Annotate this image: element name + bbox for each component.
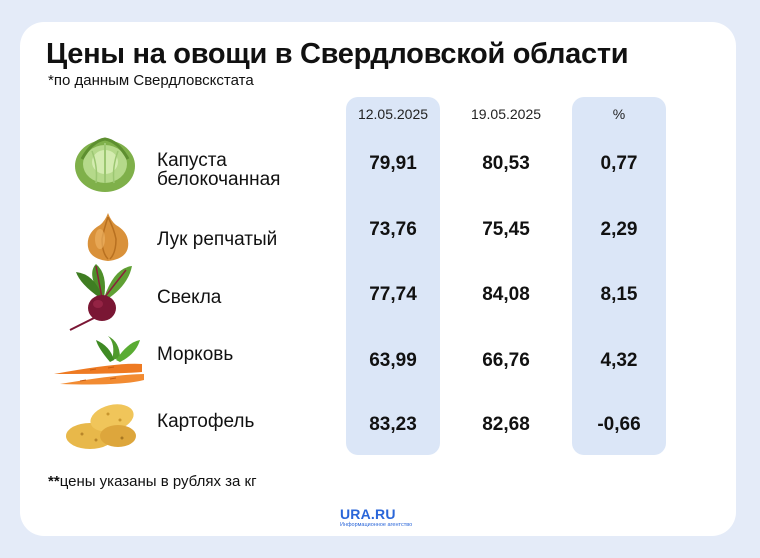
source-note: *по данным Свердловскстата — [48, 72, 254, 89]
onion-icon — [87, 213, 129, 261]
price-date-1: 83,23 — [369, 414, 417, 435]
price-date-2: 80,53 — [482, 153, 530, 174]
column-header-date-2: 19.05.2025 — [470, 106, 542, 122]
table-row: Картофель 83,23 82,68 -0,66 — [0, 398, 760, 458]
vegetable-name: Свекла — [157, 287, 222, 308]
cabbage-icon — [75, 137, 135, 192]
price-date-1: 79,91 — [369, 153, 417, 174]
price-date-1: 73,76 — [369, 219, 417, 240]
page-title: Цены на овощи в Свердловской области — [46, 38, 629, 70]
price-date-1: 77,74 — [369, 284, 417, 305]
vegetable-name: Капуста белокочанная — [157, 150, 281, 190]
footnote-text: цены указаны в рублях за кг — [59, 473, 257, 490]
highlight-column-percent — [572, 97, 666, 455]
beet-icon — [69, 264, 132, 331]
logo-tagline: Информационное агентство — [340, 522, 413, 528]
logo-wordmark: URA.RU — [340, 506, 396, 522]
price-change-percent: -0,66 — [597, 414, 641, 435]
price-date-1: 63,99 — [369, 350, 417, 371]
price-change-percent: 2,29 — [600, 219, 638, 240]
table-row: Морковь 63,99 66,76 4,32 — [0, 334, 760, 394]
footnote-marker: ** — [48, 473, 60, 490]
price-change-percent: 4,32 — [600, 350, 638, 371]
units-footnote: **цены указаны в рублях за кг — [48, 473, 257, 490]
table-row: Лук репчатый 73,76 75,45 2,29 — [0, 205, 760, 265]
column-header-date-1: 12.05.2025 — [357, 106, 429, 122]
carrot-icon — [54, 336, 144, 385]
price-change-percent: 8,15 — [600, 284, 638, 305]
price-date-2: 75,45 — [482, 219, 530, 240]
vegetable-name: Картофель — [157, 411, 255, 432]
price-date-2: 66,76 — [482, 350, 530, 371]
price-change-percent: 0,77 — [600, 153, 638, 174]
highlight-column-first-date — [346, 97, 440, 455]
table-row: Капуста белокочанная 79,91 80,53 0,77 — [0, 133, 760, 193]
vegetable-name: Морковь — [157, 344, 234, 365]
ura-ru-logo: URA.RU Информационное агентство — [340, 506, 424, 528]
potato-icon — [66, 404, 136, 449]
vegetable-name: Лук репчатый — [157, 229, 278, 250]
table-row: Свекла 77,74 84,08 8,15 — [0, 262, 760, 331]
column-header-percent: % — [612, 106, 626, 122]
price-date-2: 82,68 — [482, 414, 530, 435]
price-date-2: 84,08 — [482, 284, 530, 305]
